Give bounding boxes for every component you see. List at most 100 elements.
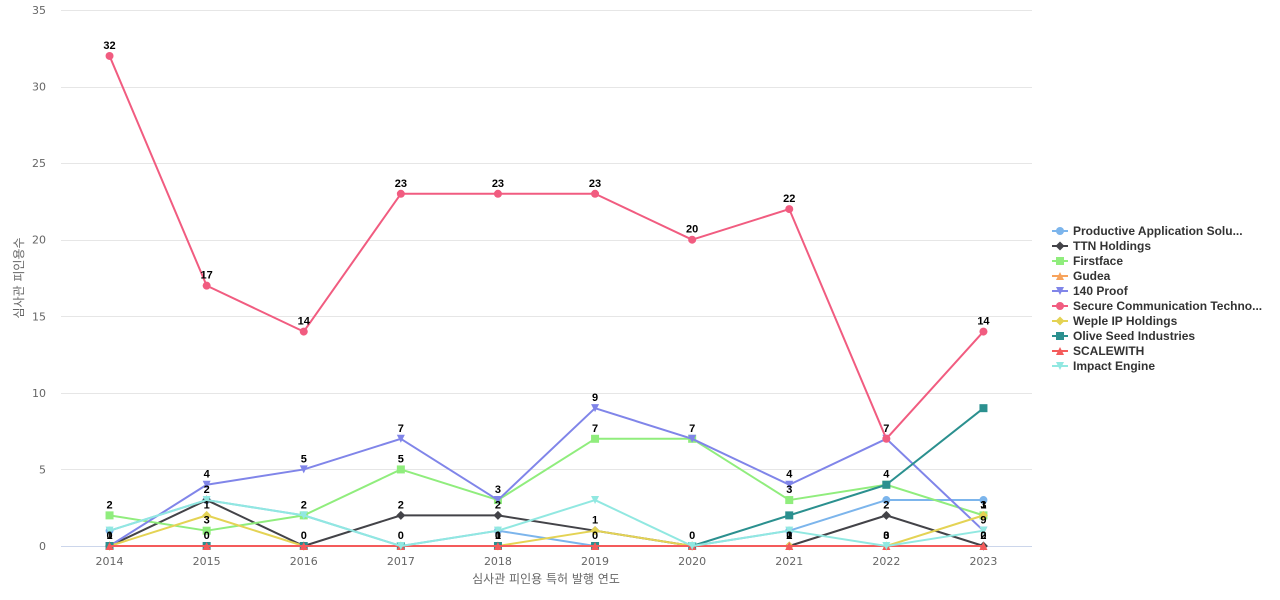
y-axis-ticks: 0 5 10 15 20 25 30 35 [32,4,46,553]
data-point [202,480,211,489]
data-label: 2 [786,530,792,542]
legend-item-gudea[interactable]: Gudea [1052,269,1111,283]
data-label: 14 [298,316,311,328]
legend-marker [1055,316,1065,326]
x-tick-label: 2019 [581,555,609,568]
x-tick-label: 2023 [969,555,997,568]
x-axis-title: 심사관 피인용 특허 발행 연도 [472,571,620,586]
data-point [978,510,988,520]
x-tick-label: 2022 [872,555,900,568]
data-point [785,496,794,505]
data-point [882,434,891,443]
legend-item-impact-engine[interactable]: Impact Engine [1052,359,1155,373]
data-label: 0 [883,530,889,542]
data-point [979,496,988,505]
legend-marker [1055,241,1065,251]
legend-label: Productive Application Solu... [1073,224,1243,238]
series-line [109,437,984,532]
legend-marker [1056,287,1064,295]
legend-item-weple-ip-holdings[interactable]: Weple IP Holdings [1052,314,1178,328]
data-label: 0 [786,530,792,542]
x-tick-label: 2014 [96,555,124,568]
data-point [785,205,794,214]
series-olive-seed-industries [105,404,988,550]
data-label: 1 [106,530,112,542]
legend-item-scalewith[interactable]: SCALEWITH [1052,344,1144,358]
data-point [493,189,502,198]
data-label: 17 [201,270,213,282]
data-point [979,526,988,535]
series-firstface [105,434,988,535]
y-tick-label: 5 [39,463,46,476]
data-label: 22 [783,193,795,205]
data-point [785,526,794,535]
data-point [591,189,600,198]
legend-marker [1056,227,1064,235]
data-label: 2 [980,530,986,542]
y-tick-label: 10 [32,387,46,400]
legend-item-secure-communication-techno[interactable]: Secure Communication Techno... [1052,299,1262,313]
y-tick-label: 0 [39,540,46,553]
data-label: 3 [786,484,792,496]
data-label: 2 [106,499,112,511]
data-label: 14 [977,316,990,328]
legend-label: Olive Seed Industries [1073,329,1195,343]
y-axis-title: 심사관 피인용수 [12,237,26,318]
legend-item-140-proof[interactable]: 140 Proof [1052,284,1129,298]
data-point [493,510,503,520]
y-tick-label: 25 [32,157,46,170]
data-point [979,404,988,413]
legend-label: Impact Engine [1073,359,1155,373]
data-label: 32 [103,40,115,52]
data-label: 20 [686,224,698,236]
data-label: 7 [398,423,404,435]
legend-marker [1056,347,1064,355]
data-point [396,434,405,443]
data-point [299,327,308,336]
data-label: 5 [301,453,307,465]
series-140-proof [105,404,988,550]
data-point [202,496,211,505]
data-point [396,510,406,520]
data-point [396,189,405,198]
data-point [591,434,600,443]
legend-marker [1056,332,1064,340]
data-label: 0 [398,530,404,542]
legend-label: SCALEWITH [1073,344,1144,358]
legend-item-olive-seed-industries[interactable]: Olive Seed Industries [1052,329,1195,343]
data-point [591,404,600,413]
legend-item-productive-application-solu[interactable]: Productive Application Solu... [1052,224,1243,238]
data-point [105,542,114,550]
legend-label: Gudea [1073,269,1111,283]
data-label: 2 [204,484,210,496]
data-point [202,526,211,535]
legend-label: 140 Proof [1073,284,1129,298]
data-point [785,542,794,550]
y-tick-label: 20 [32,234,46,247]
legend-item-firstface[interactable]: Firstface [1052,254,1123,268]
data-point [299,465,308,474]
x-tick-label: 2017 [387,555,415,568]
y-tick-label: 35 [32,4,46,17]
data-label: 3 [980,499,986,511]
x-tick-label: 2021 [775,555,803,568]
data-label: 3 [495,484,501,496]
data-point [299,542,308,550]
data-point [299,511,308,520]
grid-lines [61,10,1032,470]
legend-marker [1056,272,1064,280]
data-label: 23 [395,178,407,190]
data-label: 0 [204,530,210,542]
data-point [591,496,600,505]
data-point [493,526,502,535]
data-label: 7 [883,423,889,435]
data-label: 5 [398,453,404,465]
data-point [785,480,794,489]
data-point [493,496,502,505]
x-tick-label: 2020 [678,555,706,568]
data-label: 3 [204,515,210,527]
legend-item-ttn-holdings[interactable]: TTN Holdings [1052,239,1151,253]
data-label: 7 [592,423,598,435]
data-label: 1 [495,530,501,542]
